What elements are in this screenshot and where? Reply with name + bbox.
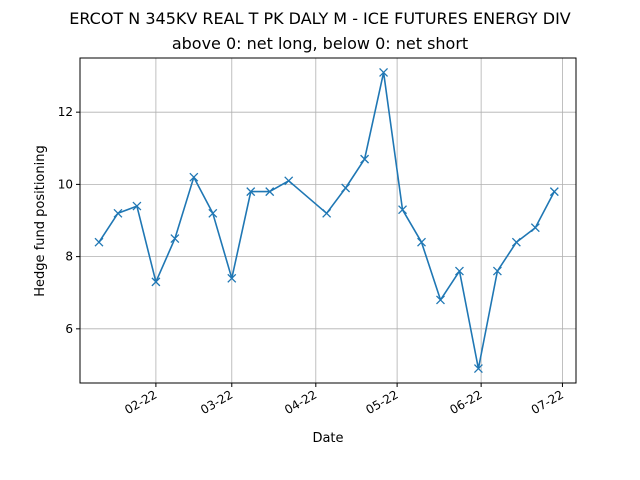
data-point-marker	[284, 176, 294, 186]
x-tick-label: 05-22	[363, 387, 400, 417]
y-axis-label: Hedge fund positioning	[33, 145, 48, 296]
chart-subtitle: above 0: net long, below 0: net short	[172, 34, 468, 53]
x-tick-label: 02-22	[122, 387, 159, 417]
chart-title: ERCOT N 345KV REAL T PK DALY M - ICE FUT…	[69, 9, 571, 28]
data-point-marker	[113, 208, 123, 218]
y-tick-label: 8	[65, 250, 73, 264]
plot-frame	[79, 57, 577, 384]
x-tick-label: 03-22	[198, 387, 235, 417]
data-point-marker	[398, 205, 407, 215]
data-point-marker	[341, 183, 351, 193]
data-point-marker	[436, 295, 445, 305]
data-point-marker	[189, 172, 199, 182]
data-point-marker	[132, 201, 142, 211]
data-point-marker	[454, 266, 464, 276]
data-point-marker	[151, 277, 161, 287]
data-point-marker	[417, 237, 426, 247]
data-point-marker	[379, 67, 389, 77]
data-point-marker	[511, 237, 521, 247]
data-point-marker	[246, 187, 256, 197]
y-tick-label: 12	[58, 105, 73, 119]
data-point-marker	[208, 208, 218, 218]
x-tick-label: 06-22	[447, 387, 484, 417]
data-point-marker	[360, 154, 370, 164]
data-point-marker	[170, 234, 180, 244]
data-point-marker	[265, 187, 275, 197]
data-point-marker	[492, 266, 502, 276]
data-point-marker	[94, 237, 104, 247]
x-tick-label: 04-22	[282, 387, 319, 417]
data-point-marker	[322, 208, 332, 218]
x-axis: 02-22 03-22 04-22 05-22 06-22 07-22	[122, 383, 566, 417]
data-point-marker	[473, 364, 483, 374]
x-axis-label: Date	[312, 431, 343, 446]
series-line	[98, 71, 556, 370]
data-point-marker	[530, 223, 540, 233]
y-tick-label: 6	[65, 322, 73, 336]
data-point-marker	[549, 187, 559, 197]
data-series	[94, 67, 559, 374]
y-tick-label: 10	[58, 177, 73, 191]
y-axis: 6 8 10 12	[58, 105, 80, 336]
data-point-marker	[227, 273, 237, 283]
grid-lines	[80, 58, 576, 383]
x-tick-label: 07-22	[529, 387, 566, 417]
